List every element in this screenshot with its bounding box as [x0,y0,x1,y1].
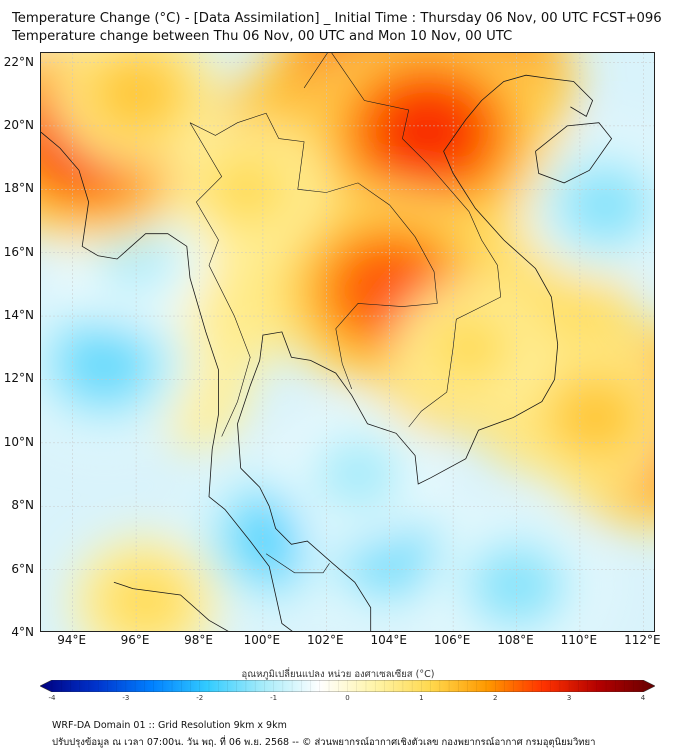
lon-label: 110°E [560,633,598,647]
cool-anomaly-0 [60,325,148,402]
colorbar-tick-label: -3 [122,694,130,702]
lat-label: 20°N [3,117,34,132]
colorbar-tick-label: 2 [493,694,498,702]
malay-east [240,467,372,631]
lon-label: 108°E [497,633,534,647]
map-title-line2: Temperature change between Thu 06 Nov, 0… [12,29,513,44]
map-gridlines [41,53,654,631]
colorbar [40,680,655,692]
lon-label: 102°E [307,633,344,647]
colorbar-tick-label: -1 [270,694,278,702]
lon-label: 104°E [370,633,407,647]
colorbar-label: อุณหภูมิเปลี่ยนแปลง หน่วย องศาเซลเซียส (… [241,669,435,680]
footer-model-info: WRF-DA Domain 01 :: Grid Resolution 9km … [52,720,287,731]
sumatra [113,581,229,631]
hainan [535,122,613,184]
colorbar-tick-label: 3 [566,694,572,702]
colorbar-tick-label: 1 [419,694,424,702]
lon-label: 98°E [184,633,213,647]
lon-label: 100°E [243,633,281,647]
footer-credit: ปรับปรุงข้อมูล ณ เวลา 07:00น. วัน พฤ. ที… [52,737,596,748]
coastlines-and-borders [41,53,613,631]
colorbar-tick-label: 4 [640,694,646,702]
lat-label: 8°N [11,498,34,513]
lon-label: 112°E [624,633,661,647]
map-title-line1: Temperature Change (°C) - [Data Assimila… [12,11,662,26]
warm-anomaly-8 [109,570,182,631]
malay-thai-border [265,553,330,574]
warm-anomaly-6 [555,382,637,453]
warm-anomaly-1 [367,79,488,185]
lat-label: 14°N [3,308,34,323]
mainland-coast [41,131,293,631]
colorbar-tick-label: -2 [196,694,204,702]
lat-label: 18°N [3,181,34,196]
lat-label: 4°N [11,625,34,639]
thai-border [189,112,438,390]
lon-label: 94°E [57,633,87,647]
lat-label: 6°N [11,561,34,576]
colorbar-tick-label: -4 [48,694,56,702]
warm-anomaly-7 [211,158,283,221]
lon-label: 106°E [433,633,471,647]
colorbar-tick-label: 0 [345,694,350,702]
cool-anomaly-3 [564,169,646,241]
laos-vn-border [303,53,502,428]
lat-label: 10°N [3,434,34,449]
lat-label: 22°N [3,54,34,69]
temperature-change-map [40,52,655,632]
lon-label: 96°E [120,633,150,647]
lat-label: 16°N [3,244,34,259]
warm-anomaly-9 [433,316,505,379]
gulf-coast [237,74,594,485]
lat-label: 12°N [3,371,34,386]
cool-anomaly-4 [100,227,172,291]
myanmar-border [189,122,251,437]
cool-anomaly-5 [320,442,396,508]
